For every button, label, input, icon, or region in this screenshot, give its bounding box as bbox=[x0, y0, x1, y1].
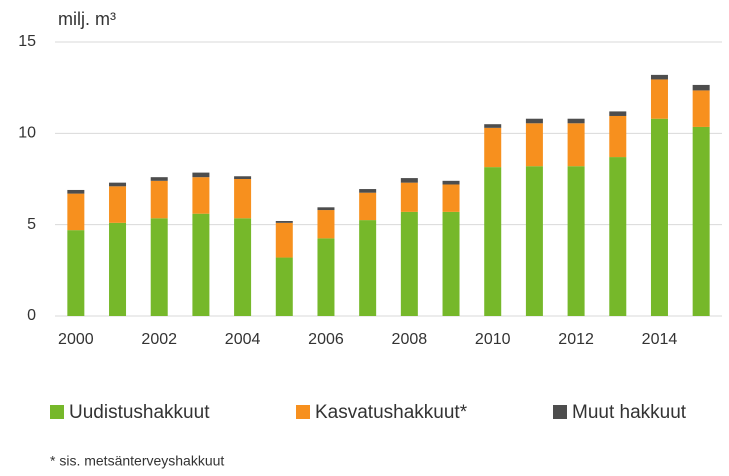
legend-swatch bbox=[296, 405, 310, 419]
bar-segment bbox=[442, 180, 460, 185]
bar-segment bbox=[567, 123, 585, 167]
bar-segment bbox=[484, 167, 502, 316]
bar-segment bbox=[234, 176, 252, 179]
bar-segment bbox=[650, 118, 668, 316]
bar-segment bbox=[400, 182, 418, 212]
bar-segment bbox=[109, 222, 127, 316]
bar-segment bbox=[609, 115, 627, 158]
bar-segment bbox=[692, 84, 710, 91]
y-tick-label: 5 bbox=[27, 216, 36, 233]
bar-segment bbox=[650, 74, 668, 80]
bar-segment bbox=[567, 166, 585, 316]
bar-segment bbox=[234, 179, 252, 219]
bar-segment bbox=[359, 220, 377, 316]
x-tick-label: 2010 bbox=[475, 331, 511, 348]
bar-segment bbox=[484, 124, 502, 128]
y-axis-label: milj. m³ bbox=[58, 9, 116, 29]
bar-segment bbox=[109, 182, 127, 187]
bar-segment bbox=[484, 127, 502, 168]
bar-segment bbox=[67, 189, 85, 194]
bar-segment bbox=[67, 193, 85, 231]
bar-segment bbox=[442, 211, 460, 316]
bar-segment bbox=[567, 118, 585, 124]
x-tick-label: 2014 bbox=[642, 331, 678, 348]
bar-segment bbox=[109, 186, 127, 223]
bar-segment bbox=[609, 157, 627, 316]
x-tick-label: 2012 bbox=[558, 331, 594, 348]
x-tick-label: 2004 bbox=[225, 331, 261, 348]
bar-segment bbox=[275, 257, 293, 316]
bar-segment bbox=[317, 210, 335, 239]
legend-label: Muut hakkuut bbox=[572, 402, 687, 423]
bar-segment bbox=[525, 166, 543, 316]
bar-segment bbox=[650, 79, 668, 119]
y-tick-label: 10 bbox=[18, 125, 36, 142]
bar-segment bbox=[150, 218, 168, 316]
y-tick-label: 15 bbox=[18, 33, 36, 50]
bar-segment bbox=[442, 184, 460, 212]
bar-segment bbox=[400, 211, 418, 316]
x-tick-label: 2006 bbox=[308, 331, 344, 348]
bar-segment bbox=[359, 192, 377, 221]
bar-segment bbox=[317, 238, 335, 316]
y-tick-label: 0 bbox=[27, 307, 36, 324]
bar-segment bbox=[192, 213, 210, 316]
footnote: * sis. metsänterveyshakkuut bbox=[50, 453, 224, 469]
bar-segment bbox=[67, 230, 85, 316]
bar-segment bbox=[525, 118, 543, 124]
bar-segment bbox=[275, 221, 293, 223]
x-tick-label: 2008 bbox=[392, 331, 428, 348]
legend-label: Kasvatushakkuut* bbox=[315, 402, 468, 423]
bar-segment bbox=[525, 123, 543, 167]
x-tick-label: 2000 bbox=[58, 331, 94, 348]
bar-segment bbox=[609, 111, 627, 116]
bar-segment bbox=[359, 189, 377, 193]
legend-swatch bbox=[553, 405, 567, 419]
legend-swatch bbox=[50, 405, 64, 419]
legend-label: Uudistushakkuut bbox=[69, 402, 210, 423]
bar-segment bbox=[692, 126, 710, 316]
bar-segment bbox=[150, 180, 168, 219]
bar-segment bbox=[317, 207, 335, 211]
bar-segment bbox=[234, 218, 252, 316]
bar-segment bbox=[192, 172, 210, 178]
bar-segment bbox=[692, 90, 710, 127]
bar-segment bbox=[192, 177, 210, 214]
bar-segment bbox=[275, 222, 293, 258]
bar-segment bbox=[150, 177, 168, 181]
x-tick-label: 2002 bbox=[141, 331, 177, 348]
bar-segment bbox=[400, 178, 418, 183]
